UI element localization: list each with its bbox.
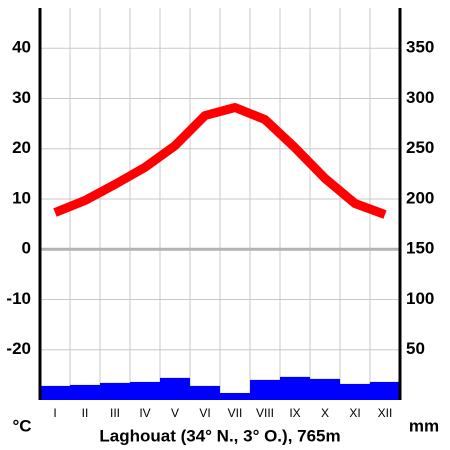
y-tick-label: 40	[12, 38, 31, 57]
precipitation-bar	[250, 379, 280, 400]
y-tick-label: -10	[6, 289, 31, 308]
x-tick-label: II	[82, 406, 89, 420]
x-tick-label: X	[321, 406, 329, 420]
y2-tick-label: 200	[406, 188, 434, 207]
x-tick-label: XII	[378, 406, 393, 420]
x-tick-label: XI	[349, 406, 360, 420]
precipitation-bar	[340, 383, 370, 400]
chart-title: Laghouat (34° N., 3° O.), 765m	[99, 426, 340, 445]
x-tick-label: VI	[199, 406, 210, 420]
precipitation-bar	[220, 392, 250, 400]
x-tick-label: III	[110, 406, 120, 420]
y-tick-label: 10	[12, 188, 31, 207]
y-tick-label: -20	[6, 339, 31, 358]
x-tick-label: V	[171, 406, 179, 420]
precipitation-bar	[70, 384, 100, 400]
y2-tick-label: 100	[406, 289, 434, 308]
y-tick-label: 0	[22, 239, 31, 258]
y2-tick-label: 300	[406, 88, 434, 107]
y2-tick-label: 350	[406, 38, 434, 57]
precipitation-bar	[100, 382, 130, 400]
precipitation-bar	[130, 381, 160, 400]
x-tick-label: IX	[289, 406, 300, 420]
temperature-line	[53, 103, 387, 219]
x-tick-label: VIII	[256, 406, 274, 420]
precipitation-bar	[190, 385, 220, 400]
y-tick-label: 20	[12, 138, 31, 157]
y2-tick-label: 50	[406, 339, 425, 358]
precipitation-bar	[310, 378, 340, 400]
y2-tick-label: 250	[406, 138, 434, 157]
precipitation-bar	[280, 376, 310, 400]
y-tick-label: 30	[12, 88, 31, 107]
x-tick-label: VII	[228, 406, 243, 420]
x-tick-label: IV	[139, 406, 150, 420]
y2-tick-label: 150	[406, 239, 434, 258]
precipitation-bar	[160, 377, 190, 400]
x-tick-label: I	[53, 406, 56, 420]
precipitation-bar	[40, 385, 70, 400]
precipitation-bar	[370, 381, 400, 400]
y2-axis-label: mm	[409, 416, 439, 435]
y-axis-label: °C	[12, 416, 31, 435]
